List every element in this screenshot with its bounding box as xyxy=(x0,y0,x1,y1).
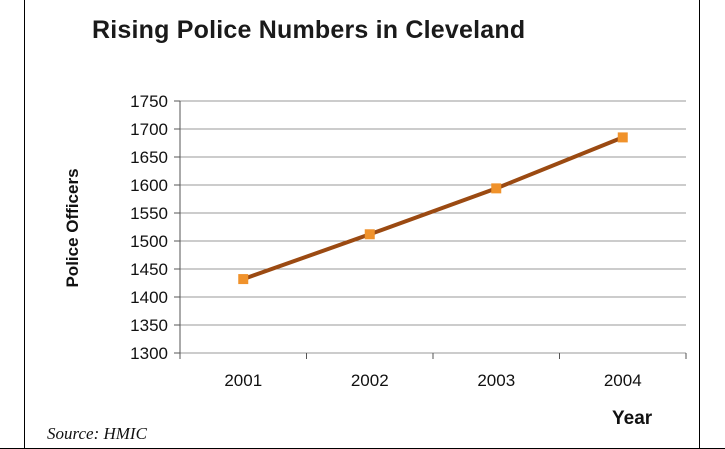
data-point-2001 xyxy=(238,274,249,285)
y-tick-labels: 1750 1700 1650 1600 1550 1500 1450 1400 1350 1300 xyxy=(130,92,168,363)
x-tick-labels: 2001 2002 2003 2004 xyxy=(224,371,641,390)
x-tick-label: 2001 xyxy=(224,371,262,390)
x-tick-label: 2003 xyxy=(477,371,515,390)
axes xyxy=(174,100,687,359)
y-tick-label: 1350 xyxy=(130,316,168,335)
series-line xyxy=(241,135,625,282)
x-tick-label: 2004 xyxy=(604,371,642,390)
y-tick-label: 1400 xyxy=(130,288,168,307)
data-point-2004 xyxy=(617,132,628,143)
y-tick-label: 1300 xyxy=(130,344,168,363)
y-tick-label: 1750 xyxy=(130,92,168,111)
gridlines xyxy=(180,100,686,354)
y-axis-label: Police Officers xyxy=(63,168,82,287)
source-note: Source: HMIC xyxy=(47,424,147,443)
figure-frame xyxy=(24,0,700,449)
series-group xyxy=(238,132,628,285)
y-tick-label: 1450 xyxy=(130,260,168,279)
data-point-2002 xyxy=(364,229,375,240)
chart-title: Rising Police Numbers in Cleveland xyxy=(92,16,526,44)
x-tick-label: 2002 xyxy=(351,371,389,390)
x-axis-label: Year xyxy=(612,408,653,429)
y-tick-label: 1500 xyxy=(130,232,168,251)
y-tick-label: 1550 xyxy=(130,204,168,223)
y-tick-label: 1650 xyxy=(130,148,168,167)
y-tick-label: 1700 xyxy=(130,120,168,139)
data-point-2003 xyxy=(491,183,502,194)
y-tick-label: 1600 xyxy=(130,176,168,195)
